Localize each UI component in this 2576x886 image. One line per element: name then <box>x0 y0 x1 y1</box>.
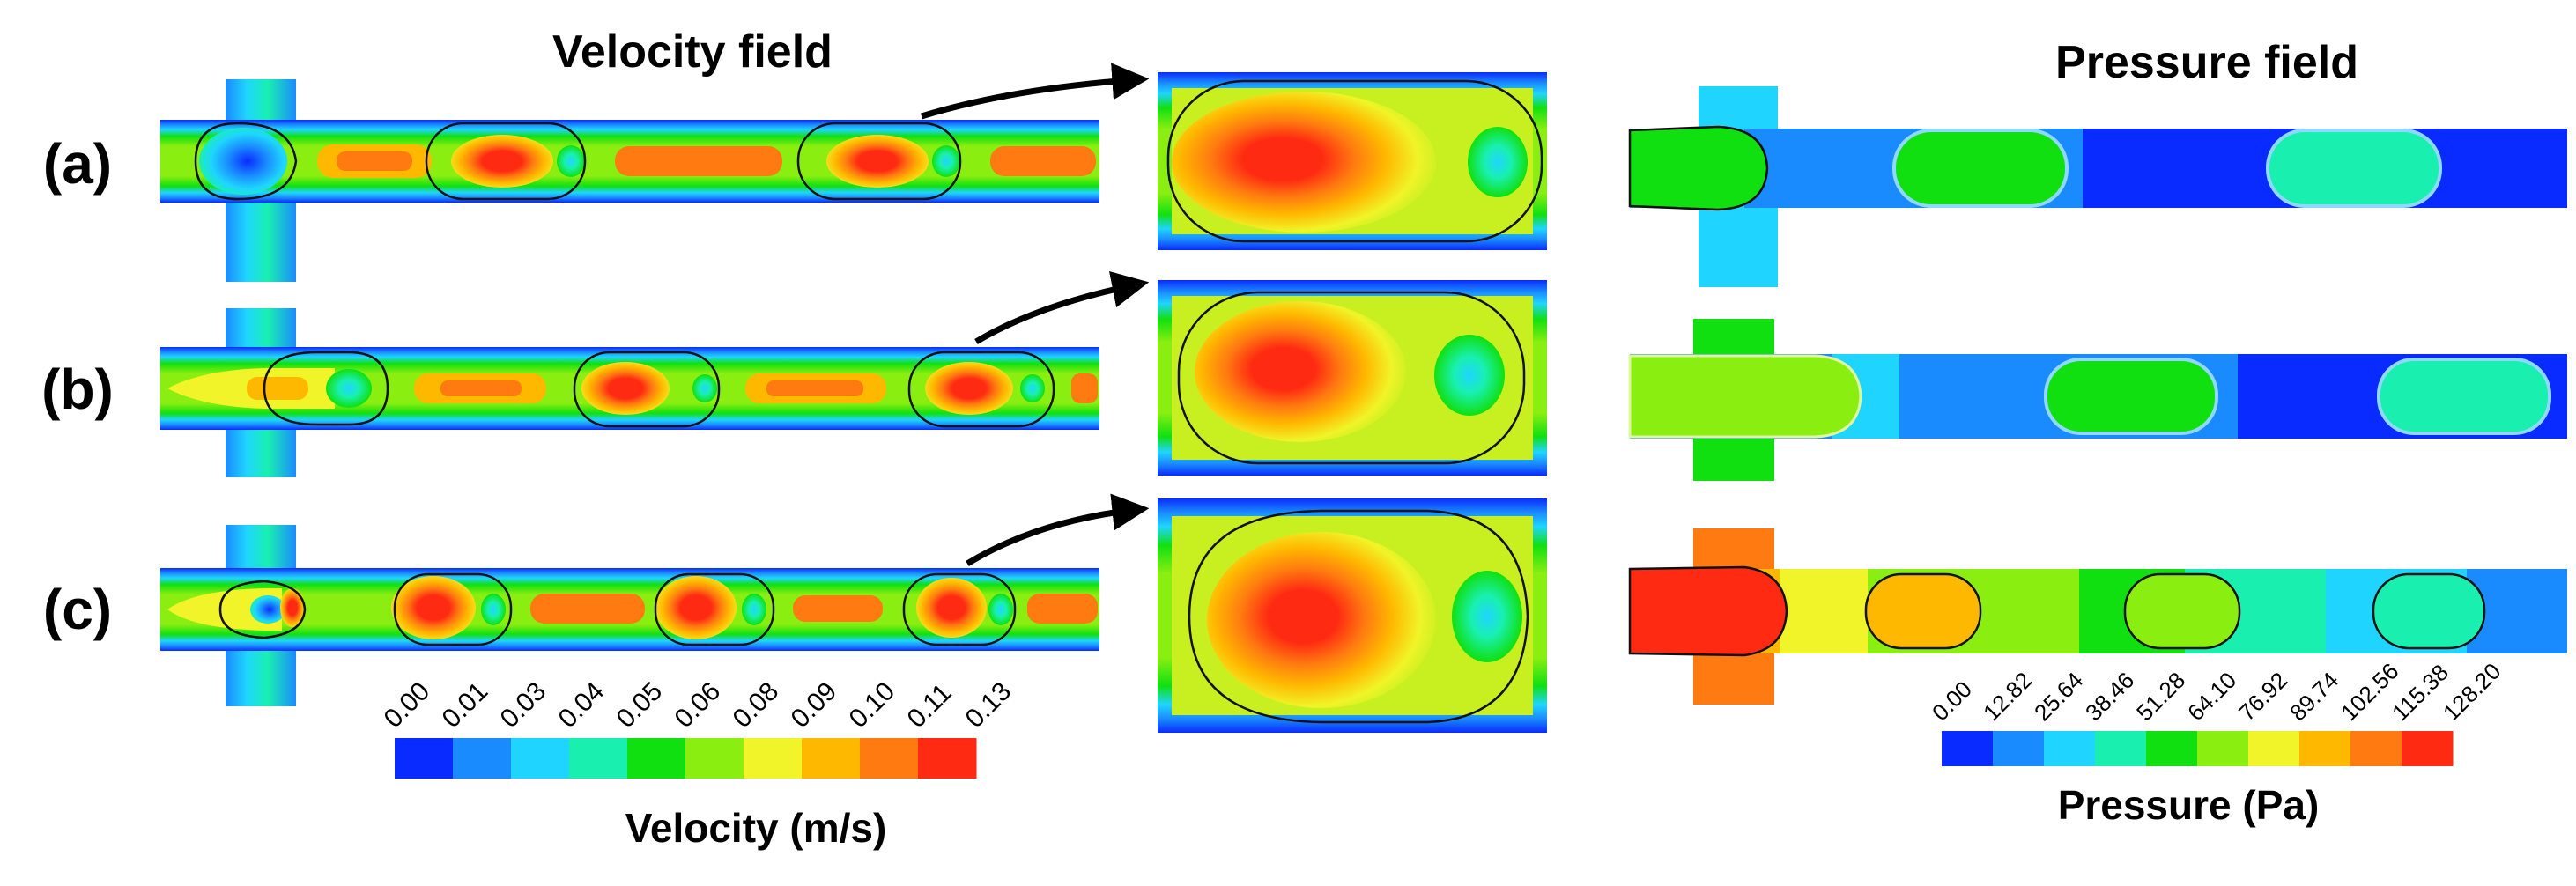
pressure-tick-label: 51.28 <box>2131 667 2190 726</box>
velocity-panel-b <box>160 308 1099 477</box>
pressure-tick-label: 12.82 <box>1978 667 2037 726</box>
zoom-panel-b <box>1158 280 1547 476</box>
pressure-tick-label: 102.56 <box>2335 658 2403 726</box>
zoom-panel-c <box>1158 498 1547 733</box>
pressure-colorbar-ticks: 0.00 12.8225.6438.4651.2864.1076.9289.741… <box>1927 658 2506 726</box>
velocity-tick-label: 0.00 <box>379 676 436 734</box>
pressure-colorbar-segment <box>2350 731 2402 766</box>
pressure-tick-label: 0.00 <box>1927 676 1977 726</box>
velocity-colorbar-segment <box>860 738 919 779</box>
velocity-tick-label: 0.10 <box>844 676 901 734</box>
zoom-arrow-b <box>974 270 1150 345</box>
velocity-colorbar-segment <box>802 738 861 779</box>
zoom-panel-a <box>1158 72 1547 250</box>
velocity-tick-label: 0.05 <box>611 676 669 734</box>
zoom-arrow-a <box>920 63 1150 120</box>
pressure-colorbar-segment <box>2248 731 2300 766</box>
velocity-tick-label: 0.08 <box>728 676 785 734</box>
velocity-colorbar-segment <box>569 738 628 779</box>
pressure-tick-label: 128.20 <box>2438 658 2506 726</box>
velocity-colorbar-segment <box>685 738 744 779</box>
pressure-colorbar-segment <box>2146 731 2198 766</box>
velocity-tick-label: 0.06 <box>670 676 727 734</box>
velocity-tick-label: 0.03 <box>495 676 552 734</box>
velocity-colorbar-segment <box>395 738 454 779</box>
velocity-field-title: Velocity field <box>552 26 833 78</box>
pressure-colorbar-segment <box>1993 731 2045 766</box>
pressure-field-title: Pressure field <box>2055 37 2358 88</box>
pressure-panel-b <box>1628 319 2567 481</box>
row-label-b: (b) <box>41 358 114 421</box>
velocity-panel-c <box>160 525 1099 706</box>
zoom-arrow-c <box>966 493 1150 566</box>
pressure-colorbar-title: Pressure (Pa) <box>2058 782 2320 828</box>
velocity-tick-label: 0.09 <box>786 676 843 734</box>
pressure-tick-label: 76.92 <box>2233 667 2292 726</box>
pressure-tick-label: 115.38 <box>2387 659 2454 726</box>
pressure-tick-label: 89.74 <box>2284 667 2343 726</box>
pressure-tick-label: 38.46 <box>2080 667 2139 726</box>
velocity-colorbar-ticks: 0.00 0.01 0.03 0.04 0.05 0.06 0.08 0.09 0.10 0.11… <box>379 676 1018 734</box>
pressure-panel-a <box>1628 86 2567 287</box>
velocity-tick-label: 0.01 <box>437 676 494 734</box>
velocity-tick-label: 0.04 <box>553 676 611 734</box>
pressure-colorbar <box>1942 731 2454 766</box>
velocity-colorbar-segment <box>918 738 977 779</box>
pressure-colorbar-segment <box>1942 731 1994 766</box>
velocity-panel-a <box>160 79 1099 282</box>
pressure-tick-label: 25.64 <box>2029 667 2088 726</box>
pressure-colorbar-segment <box>2299 731 2351 766</box>
row-label-a: (a) <box>43 132 112 196</box>
pressure-colorbar-segment <box>2095 731 2147 766</box>
velocity-tick-label: 0.11 <box>902 678 958 734</box>
zoom-arrows <box>920 63 1150 566</box>
velocity-colorbar-segment <box>627 738 686 779</box>
pressure-tick-label: 64.10 <box>2182 667 2241 726</box>
pressure-panel-c <box>1628 528 2567 705</box>
velocity-colorbar-segment <box>511 738 570 779</box>
pressure-colorbar-segment <box>2197 731 2249 766</box>
velocity-tick-label: 0.13 <box>960 676 1018 734</box>
velocity-colorbar <box>395 738 977 779</box>
velocity-colorbar-segment <box>453 738 512 779</box>
row-label-c: (c) <box>43 578 112 641</box>
pressure-colorbar-segment <box>2402 731 2454 766</box>
velocity-colorbar-title: Velocity (m/s) <box>625 805 887 851</box>
velocity-colorbar-segment <box>744 738 803 779</box>
pressure-colorbar-segment <box>2044 731 2096 766</box>
